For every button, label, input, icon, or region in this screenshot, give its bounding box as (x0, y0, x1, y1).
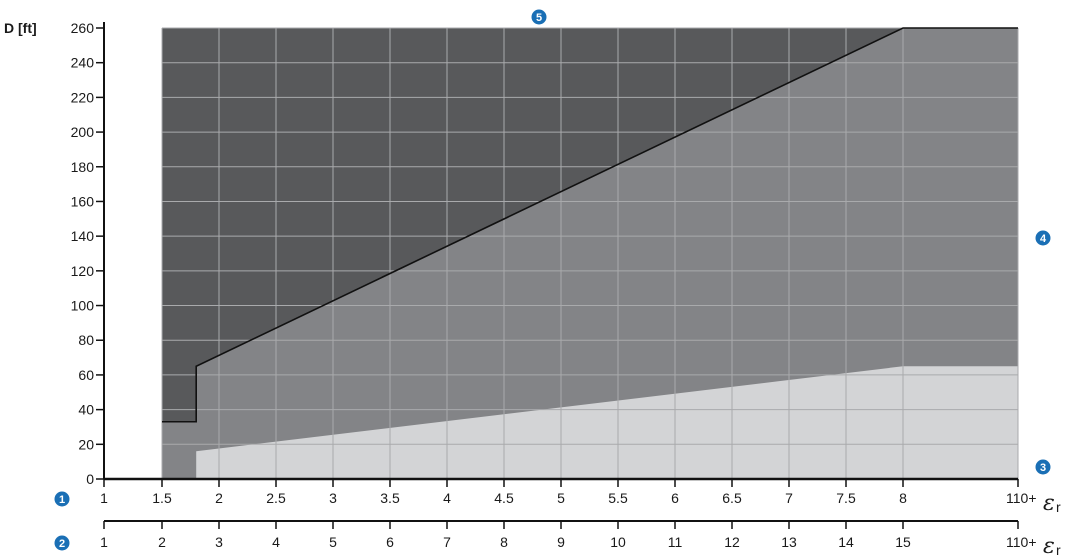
x-axis-2-label: ε r (1043, 534, 1061, 557)
y-tick-label: 200 (71, 124, 95, 140)
x-axis-1-tick-label: 2.5 (266, 490, 286, 506)
x-axis-2-tick-label: 3 (215, 534, 223, 550)
x-axis-2-tick-label: 6 (386, 534, 394, 550)
x-axis-1-label: ε r (1043, 491, 1061, 516)
x-axis-1-tick-label: 6.5 (722, 490, 742, 506)
x-axis-1-tick-label: 7 (785, 490, 793, 506)
x-axis-1-tick-label: 1.5 (152, 490, 172, 506)
chart-boundaries (162, 27, 1018, 423)
x-axis-2-tick-label: 12 (724, 534, 740, 550)
chart-grid (161, 27, 1019, 480)
callout-marker-circle (531, 9, 547, 25)
callout-marker-3: 3 (1035, 459, 1051, 475)
callout-marker-label: 1 (59, 494, 65, 506)
x-axis-2-tick-label: 10 (610, 534, 626, 550)
x-axis-1-label-symbol: ε (1043, 491, 1055, 516)
x-axis-1-tick-label: 6 (671, 490, 679, 506)
callout-marker-circle (1035, 230, 1051, 246)
x-axis-2-tick-label: 7 (443, 534, 451, 550)
y-tick-label: 40 (78, 402, 94, 418)
y-tick-label: 60 (78, 367, 94, 383)
x-axis-2-tick-label: 2 (158, 534, 166, 550)
x-axis-2-ticks: 1 2 3 4 5 6 7 8 9 10 11 12 13 14 15 110+ (100, 521, 1037, 550)
x-axis-1-tick-label: 4.5 (494, 490, 514, 506)
y-axis-ticks: 0 20 40 60 80 100 120 140 160 180 200 220 240 260 (71, 20, 104, 487)
chart-regions (162, 28, 1018, 479)
x-axis-2-tick-label: 5 (329, 534, 337, 550)
x-axis-2-tick-label: 1 (100, 534, 108, 550)
callout-marker-label: 3 (1040, 462, 1046, 474)
region-mid (162, 28, 1018, 479)
x-axis-2-tick-label: 110+ (1006, 534, 1037, 550)
y-tick-label: 0 (86, 471, 94, 487)
x-axis-2-tick-label: 11 (668, 534, 683, 550)
upper-boundary-line (162, 27, 1018, 423)
x-axis-1-tick-label: 2 (215, 490, 223, 506)
callout-marker-circle (54, 491, 70, 507)
y-tick-label: 160 (71, 193, 95, 209)
y-tick-label: 80 (78, 332, 94, 348)
y-tick-label: 240 (71, 55, 95, 71)
x-axis-2-tick-label: 15 (895, 534, 911, 550)
x-axis-1-tick-label: 7.5 (836, 490, 856, 506)
x-axis-1-tick-label: 3 (329, 490, 337, 506)
callout-marker-circle (1035, 459, 1051, 475)
callout-marker-5: 5 (531, 9, 547, 25)
callout-marker-4: 4 (1035, 230, 1051, 246)
x-axis-2-tick-label: 4 (272, 534, 280, 550)
x-axis-2-tick-label: 8 (500, 534, 508, 550)
y-tick-label: 140 (71, 228, 95, 244)
x-axis-1-tick-label: 3.5 (380, 490, 400, 506)
x-axis-2-tick-label: 14 (838, 534, 854, 550)
x-axis-1-tick-label: 4 (443, 490, 451, 506)
callout-marker-2: 2 (54, 535, 70, 551)
x-axis-1-tick-label: 5.5 (608, 490, 628, 506)
x-axis-1-tick-label: 8 (899, 490, 907, 506)
x-axis-1-tick-label: 1 (100, 490, 108, 506)
y-tick-label: 260 (71, 20, 95, 36)
callout-marker-circle (54, 535, 70, 551)
callout-marker-label: 5 (536, 12, 542, 24)
x-axis-1-tick-label: 5 (557, 490, 565, 506)
x-axis-2-label-symbol: ε (1043, 534, 1055, 557)
callout-marker-label: 4 (1040, 233, 1047, 245)
y-tick-label: 180 (71, 159, 95, 175)
y-tick-label: 100 (71, 298, 95, 314)
callout-marker-1: 1 (54, 491, 70, 507)
x-axis-1-ticks: 1 1.5 2 2.5 3 3.5 4 4.5 5 5.5 6 6.5 7 7.5 8 110+ (100, 479, 1037, 506)
x-axis-2-tick-label: 13 (781, 534, 797, 550)
x-axis-2-label-sub: r (1056, 542, 1061, 557)
x-axis-2-tick-label: 9 (557, 534, 565, 550)
x-axis-1-label-sub: r (1056, 499, 1061, 515)
y-axis-label: D [ft] (4, 20, 37, 36)
x-axis-1-tick-label: 110+ (1006, 490, 1037, 506)
y-tick-label: 220 (71, 89, 95, 105)
y-tick-label: 120 (71, 263, 95, 279)
y-tick-label: 20 (78, 436, 94, 452)
region-light (196, 366, 1018, 479)
callout-marker-label: 2 (59, 538, 65, 550)
